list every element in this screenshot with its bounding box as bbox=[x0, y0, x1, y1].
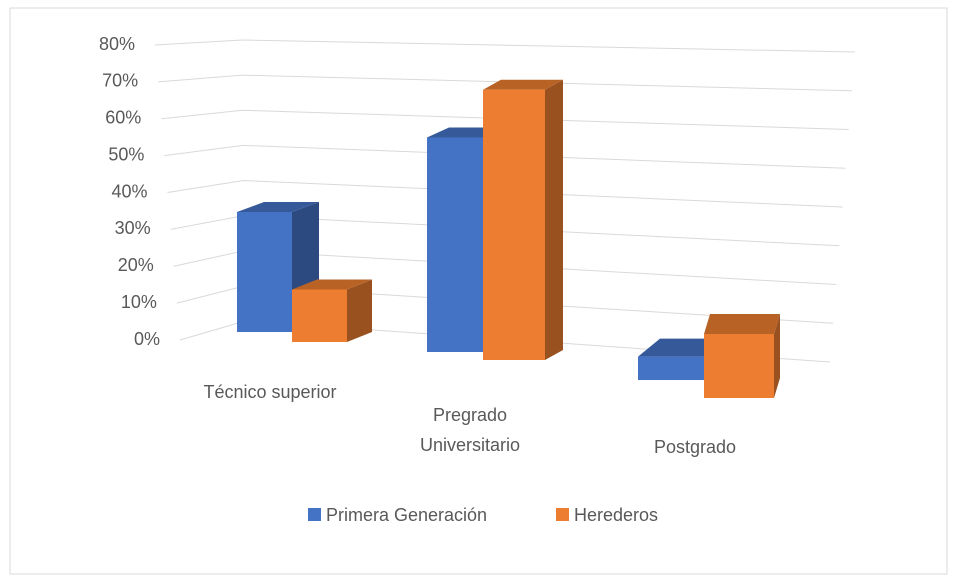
bar-side bbox=[347, 279, 372, 342]
bar-top bbox=[704, 314, 780, 334]
legend: Primera Generación Herederos bbox=[308, 505, 658, 525]
bar-side bbox=[545, 79, 563, 360]
legend-label: Herederos bbox=[574, 505, 658, 525]
bar-top bbox=[483, 79, 563, 90]
bar-front bbox=[427, 137, 483, 352]
y-tick-label: 30% bbox=[115, 218, 151, 238]
bars bbox=[237, 79, 780, 398]
y-tick-label: 10% bbox=[121, 292, 157, 312]
y-tick-label: 60% bbox=[105, 108, 141, 128]
grid-line bbox=[154, 39, 856, 53]
bar bbox=[483, 79, 563, 360]
bar-side bbox=[774, 314, 780, 398]
y-tick-label: 80% bbox=[99, 34, 135, 54]
x-tick-label: Técnico superior bbox=[203, 382, 337, 402]
grid-line bbox=[167, 179, 843, 208]
bar-top bbox=[237, 202, 319, 212]
y-tick-label: 70% bbox=[102, 71, 138, 91]
bar-front bbox=[237, 212, 292, 332]
legend-swatch bbox=[556, 508, 569, 521]
y-tick-label: 40% bbox=[111, 181, 147, 201]
bar-front bbox=[483, 89, 545, 360]
bar-front bbox=[292, 289, 347, 342]
bar-top bbox=[292, 279, 372, 290]
bar bbox=[704, 314, 780, 398]
legend-swatch bbox=[308, 508, 321, 521]
y-tick-label: 20% bbox=[118, 255, 154, 275]
grid-line bbox=[158, 74, 852, 92]
bar-front bbox=[638, 356, 704, 380]
bar bbox=[292, 279, 372, 342]
bar-front bbox=[704, 334, 774, 398]
y-tick-label: 0% bbox=[134, 329, 160, 349]
grid-line bbox=[164, 144, 846, 169]
x-tick-label: Postgrado bbox=[653, 437, 737, 457]
legend-label: Primera Generación bbox=[326, 505, 487, 525]
y-tick-label: 50% bbox=[108, 144, 144, 164]
x-tick-label: Pregrado Universitario bbox=[419, 405, 521, 455]
grid-line bbox=[161, 109, 849, 130]
